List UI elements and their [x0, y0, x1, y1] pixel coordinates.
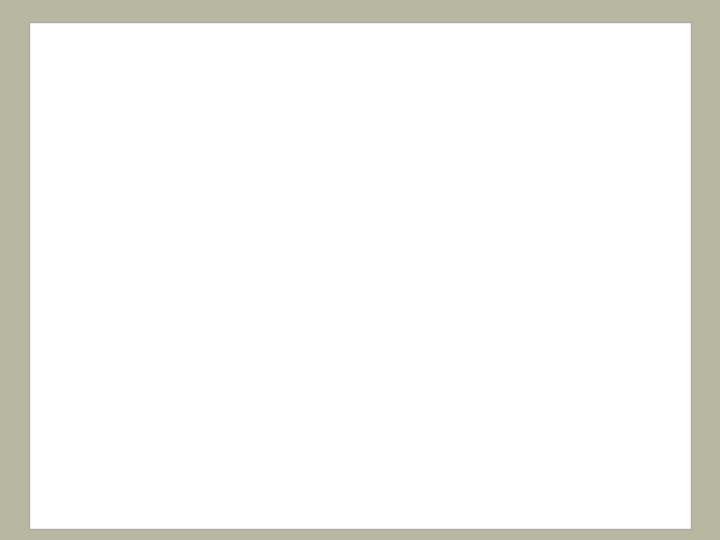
Bar: [188, 238, 291, 265]
Polygon shape: [207, 356, 250, 388]
Text: $^{+3}_{-2}$: $^{+3}_{-2}$: [233, 234, 244, 251]
Text: 20: 20: [210, 237, 224, 247]
Text: Tolérances de fabrication: Tolérances de fabrication: [365, 84, 621, 102]
Text: Cote minimale =: Cote minimale =: [376, 347, 480, 360]
Bar: [188, 266, 291, 292]
Text: Intervale de tolérance: Intervale de tolérance: [366, 262, 490, 272]
Text: C'est à dire la distance comprise entre la cote maximale et la: C'est à dire la distance comprise entre …: [135, 156, 562, 171]
Text: cote minimale.: cote minimale.: [135, 177, 238, 191]
Text: Cote nominale: Cote nominale: [372, 212, 453, 221]
Text: Mais aussi l'intervalle de tolérance noté « IT ».: Mais aussi l'intervalle de tolérance not…: [135, 136, 458, 150]
Bar: [215, 346, 238, 393]
Text: Ecarts en mm: Ecarts en mm: [221, 207, 294, 217]
Text: CN :: CN :: [344, 212, 367, 221]
Text: $e_s$ :: $e_s$ :: [344, 227, 364, 240]
Text: IT :: IT :: [344, 261, 362, 274]
Text: $e_s = 3$: $e_s = 3$: [249, 374, 282, 388]
Text: $CN + e_i$: $CN + e_i$: [449, 346, 494, 361]
Text: IT =: IT =: [536, 260, 561, 273]
Text: 18: 18: [192, 337, 207, 350]
FancyBboxPatch shape: [526, 253, 634, 280]
Text: $e_i = 2$: $e_i = 2$: [154, 388, 185, 402]
Text: Ecart inférieur: Ecart inférieur: [372, 246, 451, 255]
Text: 20: 20: [197, 330, 212, 343]
Bar: [145, 346, 274, 393]
FancyBboxPatch shape: [330, 194, 553, 319]
Text: $e_s - e_i$: $e_s - e_i$: [560, 259, 608, 274]
Text: 23: 23: [202, 322, 217, 335]
Text: Cote nominale: Cote nominale: [210, 198, 286, 208]
FancyBboxPatch shape: [331, 308, 533, 336]
Text: Notation :: Notation :: [387, 195, 457, 208]
FancyBboxPatch shape: [352, 73, 631, 114]
Bar: [145, 393, 274, 424]
Text: $CN + e_s$: $CN + e_s$: [449, 314, 496, 329]
Text: $IT = 5$: $IT = 5$: [154, 397, 186, 410]
Text: Cote maximale =: Cote maximale =: [376, 315, 482, 328]
Text: Ecart supérieur: Ecart supérieur: [372, 228, 457, 239]
Text: $e_i$ :: $e_i$ :: [344, 244, 362, 257]
FancyBboxPatch shape: [331, 339, 533, 368]
